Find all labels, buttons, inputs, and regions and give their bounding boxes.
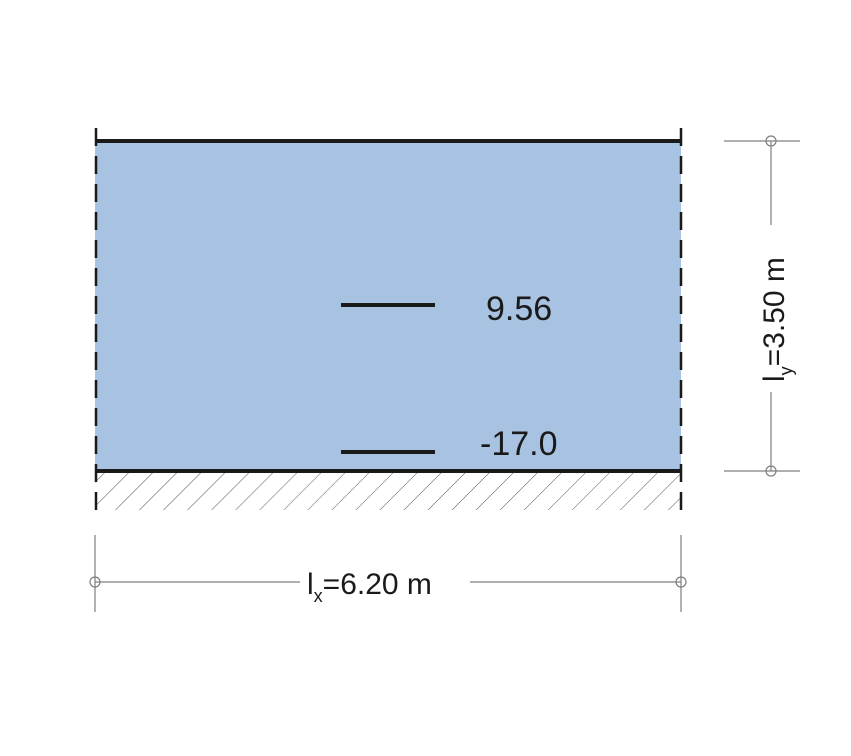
- fixed-support-hatch: [95, 473, 681, 510]
- dimension-y: [724, 135, 800, 477]
- upper-value-label: 9.56: [486, 290, 552, 328]
- dimension-x-label: lx=6.20 m: [307, 568, 432, 606]
- dimension-x: [89, 535, 687, 612]
- lower-value-label: -17.0: [480, 425, 558, 463]
- dimension-y-label: ly=3.50 m: [758, 257, 796, 382]
